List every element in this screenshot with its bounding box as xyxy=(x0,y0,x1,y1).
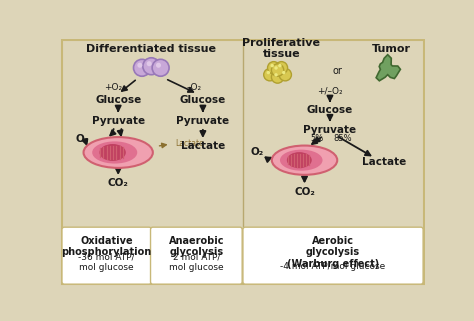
Text: or: or xyxy=(333,66,343,76)
Text: Lactate: Lactate xyxy=(362,157,406,167)
Text: CO₂: CO₂ xyxy=(108,178,128,188)
Circle shape xyxy=(279,69,292,81)
Ellipse shape xyxy=(287,152,312,168)
Circle shape xyxy=(134,59,150,76)
Ellipse shape xyxy=(280,150,322,171)
Text: Aerobic
glycolysis
(Warburg effect): Aerobic glycolysis (Warburg effect) xyxy=(287,236,379,269)
Circle shape xyxy=(264,69,276,81)
Ellipse shape xyxy=(100,144,126,161)
Text: Pyruvate: Pyruvate xyxy=(176,116,229,126)
Text: -36 mol ATP/
mol glucose: -36 mol ATP/ mol glucose xyxy=(78,253,135,272)
Text: 85%: 85% xyxy=(334,134,352,143)
Circle shape xyxy=(272,71,284,83)
Text: Glucose: Glucose xyxy=(95,95,141,105)
Circle shape xyxy=(146,61,152,66)
Text: Anaerobic
glycolysis: Anaerobic glycolysis xyxy=(169,236,225,257)
Text: Proliferative
tissue: Proliferative tissue xyxy=(242,38,320,59)
Text: +/–O₂: +/–O₂ xyxy=(317,86,343,95)
Circle shape xyxy=(152,59,169,76)
Text: O₂: O₂ xyxy=(251,147,264,158)
FancyBboxPatch shape xyxy=(243,227,423,284)
Text: Oxidative
phosphorylation: Oxidative phosphorylation xyxy=(62,236,152,257)
Circle shape xyxy=(143,58,160,75)
Text: Glucose: Glucose xyxy=(180,95,226,105)
Circle shape xyxy=(274,66,278,70)
Circle shape xyxy=(267,62,280,74)
FancyBboxPatch shape xyxy=(151,227,242,284)
Text: –O₂: –O₂ xyxy=(186,83,201,92)
Ellipse shape xyxy=(272,145,337,175)
Circle shape xyxy=(156,63,161,68)
Text: Pyruvate: Pyruvate xyxy=(303,125,356,135)
Circle shape xyxy=(274,73,278,77)
FancyBboxPatch shape xyxy=(62,227,151,284)
Circle shape xyxy=(271,64,274,67)
Text: Pyruvate: Pyruvate xyxy=(91,116,145,126)
Circle shape xyxy=(272,64,284,76)
Text: Differentiated tissue: Differentiated tissue xyxy=(86,44,216,54)
FancyBboxPatch shape xyxy=(62,40,424,284)
Circle shape xyxy=(278,64,282,67)
Ellipse shape xyxy=(83,137,153,168)
Circle shape xyxy=(137,63,142,68)
Circle shape xyxy=(266,71,270,74)
Text: +O₂: +O₂ xyxy=(104,83,122,92)
Text: 5%: 5% xyxy=(310,134,323,143)
Ellipse shape xyxy=(92,141,137,164)
Text: Lactate: Lactate xyxy=(175,139,204,148)
Text: Glucose: Glucose xyxy=(307,105,353,115)
Circle shape xyxy=(275,62,288,74)
Circle shape xyxy=(282,71,285,74)
Text: 2 mol ATP/
mol glucose: 2 mol ATP/ mol glucose xyxy=(169,253,224,272)
Text: Lactate: Lactate xyxy=(181,141,225,151)
Text: -4 mol ATP/mol glucose: -4 mol ATP/mol glucose xyxy=(281,262,386,271)
Text: CO₂: CO₂ xyxy=(294,187,315,197)
Text: O₂: O₂ xyxy=(75,134,89,144)
Polygon shape xyxy=(376,55,401,81)
Text: Tumor: Tumor xyxy=(372,44,411,54)
